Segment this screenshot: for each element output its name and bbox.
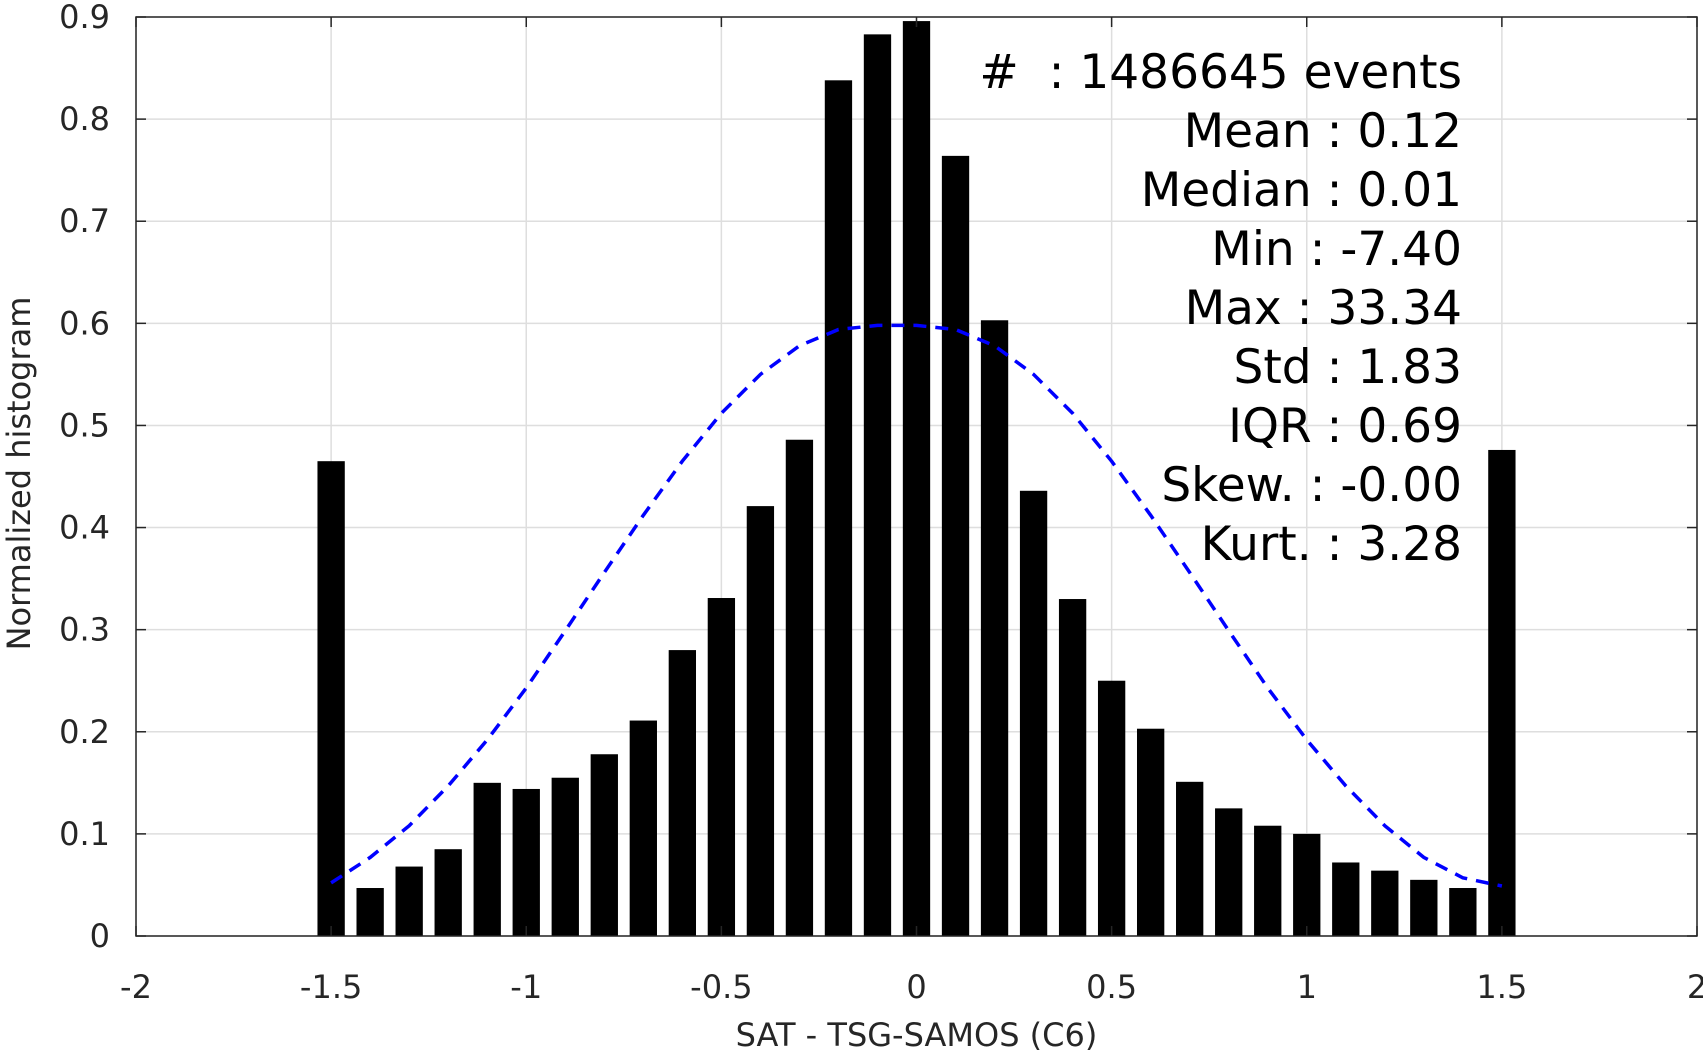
y-tick-label: 0 [90,917,110,955]
y-tick-label: 0.9 [59,0,110,36]
stat-line: # : 1486645 events [979,45,1462,100]
y-tick-label: 0.4 [59,509,110,547]
histogram-bar [707,598,736,936]
histogram-bar [863,34,892,937]
histogram-bar [824,80,853,936]
histogram-bar [980,320,1009,936]
histogram-bar [317,461,345,936]
histogram-bar [1215,808,1243,936]
histogram-bar [902,21,931,936]
histogram-bar [1449,888,1477,936]
x-tick-label: 0 [906,968,926,1006]
histogram-bar [356,888,384,936]
histogram-bar [434,849,462,936]
stat-line: Min : -7.40 [1211,222,1462,277]
histogram-bar [1410,879,1438,936]
histogram-bar [785,439,814,936]
y-tick-label: 0.7 [59,202,110,240]
stat-line: Max : 33.34 [1185,281,1462,336]
stat-line: Std : 1.83 [1234,340,1462,395]
x-tick-label: 0.5 [1086,968,1137,1006]
y-tick-label: 0.3 [59,611,110,649]
histogram-bar [512,788,540,936]
y-tick-label: 0.8 [59,100,110,138]
x-tick-label: -0.5 [690,968,752,1006]
histogram-bar [1254,825,1282,936]
stat-line: Skew. : -0.00 [1161,458,1462,513]
x-tick-label: -1 [510,968,542,1006]
y-tick-labels: 0 0.1 0.2 0.3 0.4 0.5 0.6 0.7 0.8 0.9 [59,0,110,955]
histogram-bar [941,155,970,937]
histogram-bar [590,754,618,936]
histogram-bar [395,866,423,936]
x-tick-label: -2 [120,968,152,1006]
x-tick-label: 1.5 [1476,968,1527,1006]
y-axis-label: Normalized histogram [0,297,38,651]
histogram-bar [1488,449,1516,936]
histogram-bar [1371,870,1399,936]
histogram-bar [1293,833,1321,936]
x-tick-label: -1.5 [300,968,362,1006]
histogram-bar [629,720,657,936]
histogram-bar [668,650,697,936]
stat-line: Mean : 0.12 [1184,104,1462,159]
stat-line: Kurt. : 3.28 [1201,517,1462,572]
histogram-bar [1058,599,1087,936]
histogram-bar [1136,728,1165,936]
histogram-bar [551,777,579,936]
stat-line: IQR : 0.69 [1228,399,1462,454]
histogram-bar [1097,680,1126,936]
axes-frame [135,16,1698,937]
x-tick-labels: -2 -1.5 -1 -0.5 0 0.5 1 1.5 2 [120,968,1703,1006]
histogram-bar [1019,490,1048,936]
y-tick-label: 0.6 [59,304,110,342]
y-tick-label: 0.2 [59,713,110,751]
x-tick-label: 1 [1297,968,1317,1006]
histogram-bar [1176,781,1204,936]
histogram-bars [317,21,1516,937]
histogram-bar [746,506,775,936]
x-axis-label: SAT - TSG-SAMOS (C6) [736,1016,1098,1053]
y-tick-label: 0.5 [59,406,110,444]
stat-line: Median : 0.01 [1141,163,1462,218]
normal-fit-curve [330,323,1503,888]
y-tick-label: 0.1 [59,815,110,853]
histogram-bar [1332,862,1360,936]
x-tick-label: 2 [1687,968,1703,1006]
histogram-bar [473,782,501,936]
